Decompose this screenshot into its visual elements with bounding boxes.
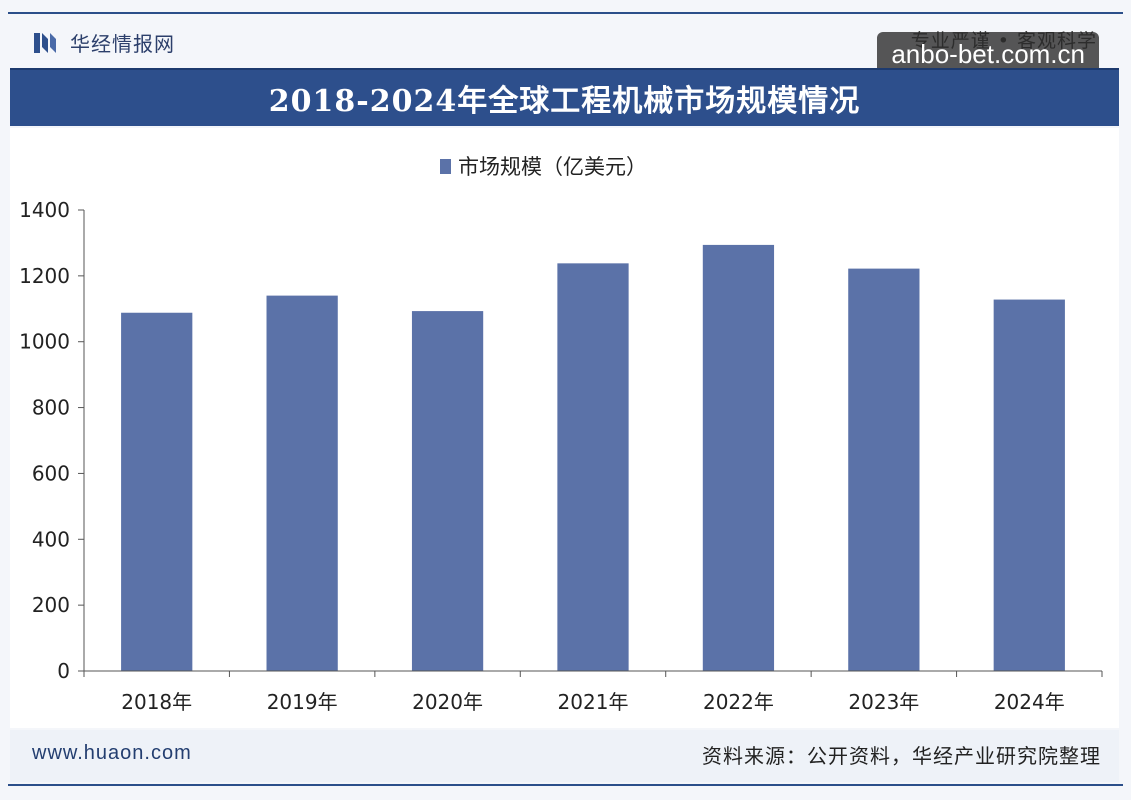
x-tick-label: 2022年 bbox=[703, 690, 774, 714]
bar bbox=[993, 299, 1065, 671]
title-bar: 2018-2024年全球工程机械市场规模情况 bbox=[10, 68, 1119, 126]
x-tick-label: 2018年 bbox=[121, 690, 192, 714]
bar bbox=[848, 268, 920, 671]
y-tick-label: 200 bbox=[32, 593, 70, 617]
footer-url: www.huaon.com bbox=[32, 742, 192, 764]
y-axis: 0 200 400 600 800 1000 1200 1400 bbox=[19, 198, 85, 683]
logo-mark-icon bbox=[34, 32, 56, 53]
chart-area: 市场规模（亿美元） 0 200 400 600 800 1000 1200 1400 2018… bbox=[10, 128, 1119, 728]
x-tick-label: 2021年 bbox=[558, 690, 629, 714]
bar bbox=[702, 244, 775, 671]
y-tick-label: 800 bbox=[32, 396, 70, 420]
bars-group bbox=[121, 244, 1065, 671]
y-tick-label: 400 bbox=[32, 527, 70, 551]
legend-label: 市场规模（亿美元） bbox=[458, 155, 647, 179]
bottom-rule bbox=[8, 784, 1123, 786]
footer-source: 资料来源：公开资料，华经产业研究院整理 bbox=[702, 744, 1101, 768]
y-tick-label: 0 bbox=[57, 659, 70, 683]
x-tick-label: 2023年 bbox=[848, 690, 919, 714]
bar bbox=[121, 312, 193, 671]
brand-logo: 华经情报网 bbox=[34, 28, 175, 57]
bar bbox=[557, 263, 629, 671]
footer-bar: www.huaon.com 资料来源：公开资料，华经产业研究院整理 bbox=[10, 730, 1119, 782]
y-tick-label: 1000 bbox=[19, 330, 70, 354]
bar bbox=[266, 295, 338, 671]
y-tick-label: 1400 bbox=[19, 198, 70, 222]
y-tick-label: 600 bbox=[32, 461, 70, 485]
chart-legend: 市场规模（亿美元） bbox=[440, 155, 647, 179]
top-rule bbox=[8, 12, 1123, 14]
x-tick-label: 2024年 bbox=[994, 690, 1065, 714]
x-tick-label: 2020年 bbox=[412, 690, 483, 714]
x-tick-label: 2019年 bbox=[267, 690, 338, 714]
legend-swatch bbox=[440, 159, 451, 174]
y-tick-label: 1200 bbox=[19, 264, 70, 288]
x-axis: 2018年 2019年 2020年 2021年 2022年 2023年 2024年 bbox=[83, 670, 1103, 714]
bar-chart: 市场规模（亿美元） 0 200 400 600 800 1000 1200 1400 2018… bbox=[19, 155, 1103, 714]
chart-title: 2018-2024年全球工程机械市场规模情况 bbox=[268, 84, 861, 119]
logo-text: 华经情报网 bbox=[70, 32, 175, 56]
bar bbox=[411, 311, 484, 671]
